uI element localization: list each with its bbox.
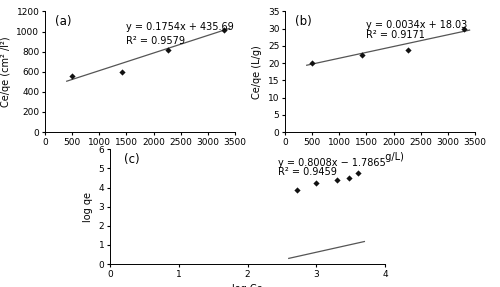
Point	[354, 170, 362, 175]
X-axis label: Ce(mg/l): Ce(mg/l)	[119, 152, 161, 162]
X-axis label: Ce( mg/L): Ce( mg/L)	[356, 152, 404, 162]
Point	[164, 47, 172, 52]
Text: y = 0.1754x + 435.69: y = 0.1754x + 435.69	[126, 22, 234, 32]
Text: R² = 0.9459: R² = 0.9459	[278, 167, 338, 177]
Text: (b): (b)	[294, 15, 311, 28]
Point	[312, 181, 320, 186]
Point	[68, 73, 76, 78]
Point	[404, 48, 412, 52]
Text: y = 0.0034x + 18.03: y = 0.0034x + 18.03	[366, 20, 468, 30]
Point	[308, 61, 316, 65]
Text: (a): (a)	[54, 15, 71, 28]
Point	[460, 26, 468, 31]
Text: (c): (c)	[124, 153, 140, 166]
Text: y = 0.8008x − 1.7865: y = 0.8008x − 1.7865	[278, 158, 386, 168]
Text: R² = 0.9171: R² = 0.9171	[366, 30, 426, 40]
Point	[293, 187, 301, 192]
X-axis label: log Ce: log Ce	[232, 284, 263, 287]
Text: R² = 0.9579: R² = 0.9579	[126, 36, 186, 46]
Y-axis label: Ce/qe (cm² /l²): Ce/qe (cm² /l²)	[1, 36, 11, 107]
Y-axis label: Ce/qe (L/g): Ce/qe (L/g)	[252, 45, 262, 99]
Point	[345, 176, 353, 180]
Point	[118, 69, 126, 74]
Point	[358, 52, 366, 57]
Point	[333, 178, 341, 183]
Point	[220, 27, 228, 32]
Y-axis label: log qe: log qe	[83, 192, 93, 222]
